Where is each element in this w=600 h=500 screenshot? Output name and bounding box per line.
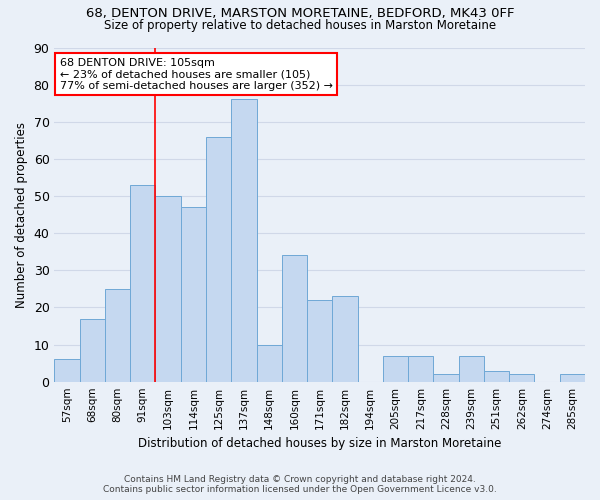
Bar — [458, 356, 484, 382]
Text: 68, DENTON DRIVE, MARSTON MORETAINE, BEDFORD, MK43 0FF: 68, DENTON DRIVE, MARSTON MORETAINE, BED… — [86, 8, 514, 20]
Bar — [282, 256, 307, 382]
Bar — [408, 356, 433, 382]
Bar — [105, 289, 130, 382]
Bar — [433, 374, 458, 382]
Bar — [231, 100, 257, 382]
Bar — [257, 344, 282, 382]
Bar — [509, 374, 535, 382]
Bar — [55, 360, 80, 382]
Bar — [484, 370, 509, 382]
Bar — [383, 356, 408, 382]
Y-axis label: Number of detached properties: Number of detached properties — [15, 122, 28, 308]
Bar — [206, 136, 231, 382]
Text: Contains HM Land Registry data © Crown copyright and database right 2024.
Contai: Contains HM Land Registry data © Crown c… — [103, 474, 497, 494]
Bar — [155, 196, 181, 382]
X-axis label: Distribution of detached houses by size in Marston Moretaine: Distribution of detached houses by size … — [138, 437, 502, 450]
Bar — [307, 300, 332, 382]
Bar — [80, 318, 105, 382]
Bar — [181, 207, 206, 382]
Bar — [332, 296, 358, 382]
Bar — [130, 185, 155, 382]
Bar — [560, 374, 585, 382]
Text: 68 DENTON DRIVE: 105sqm
← 23% of detached houses are smaller (105)
77% of semi-d: 68 DENTON DRIVE: 105sqm ← 23% of detache… — [60, 58, 333, 90]
Text: Size of property relative to detached houses in Marston Moretaine: Size of property relative to detached ho… — [104, 18, 496, 32]
